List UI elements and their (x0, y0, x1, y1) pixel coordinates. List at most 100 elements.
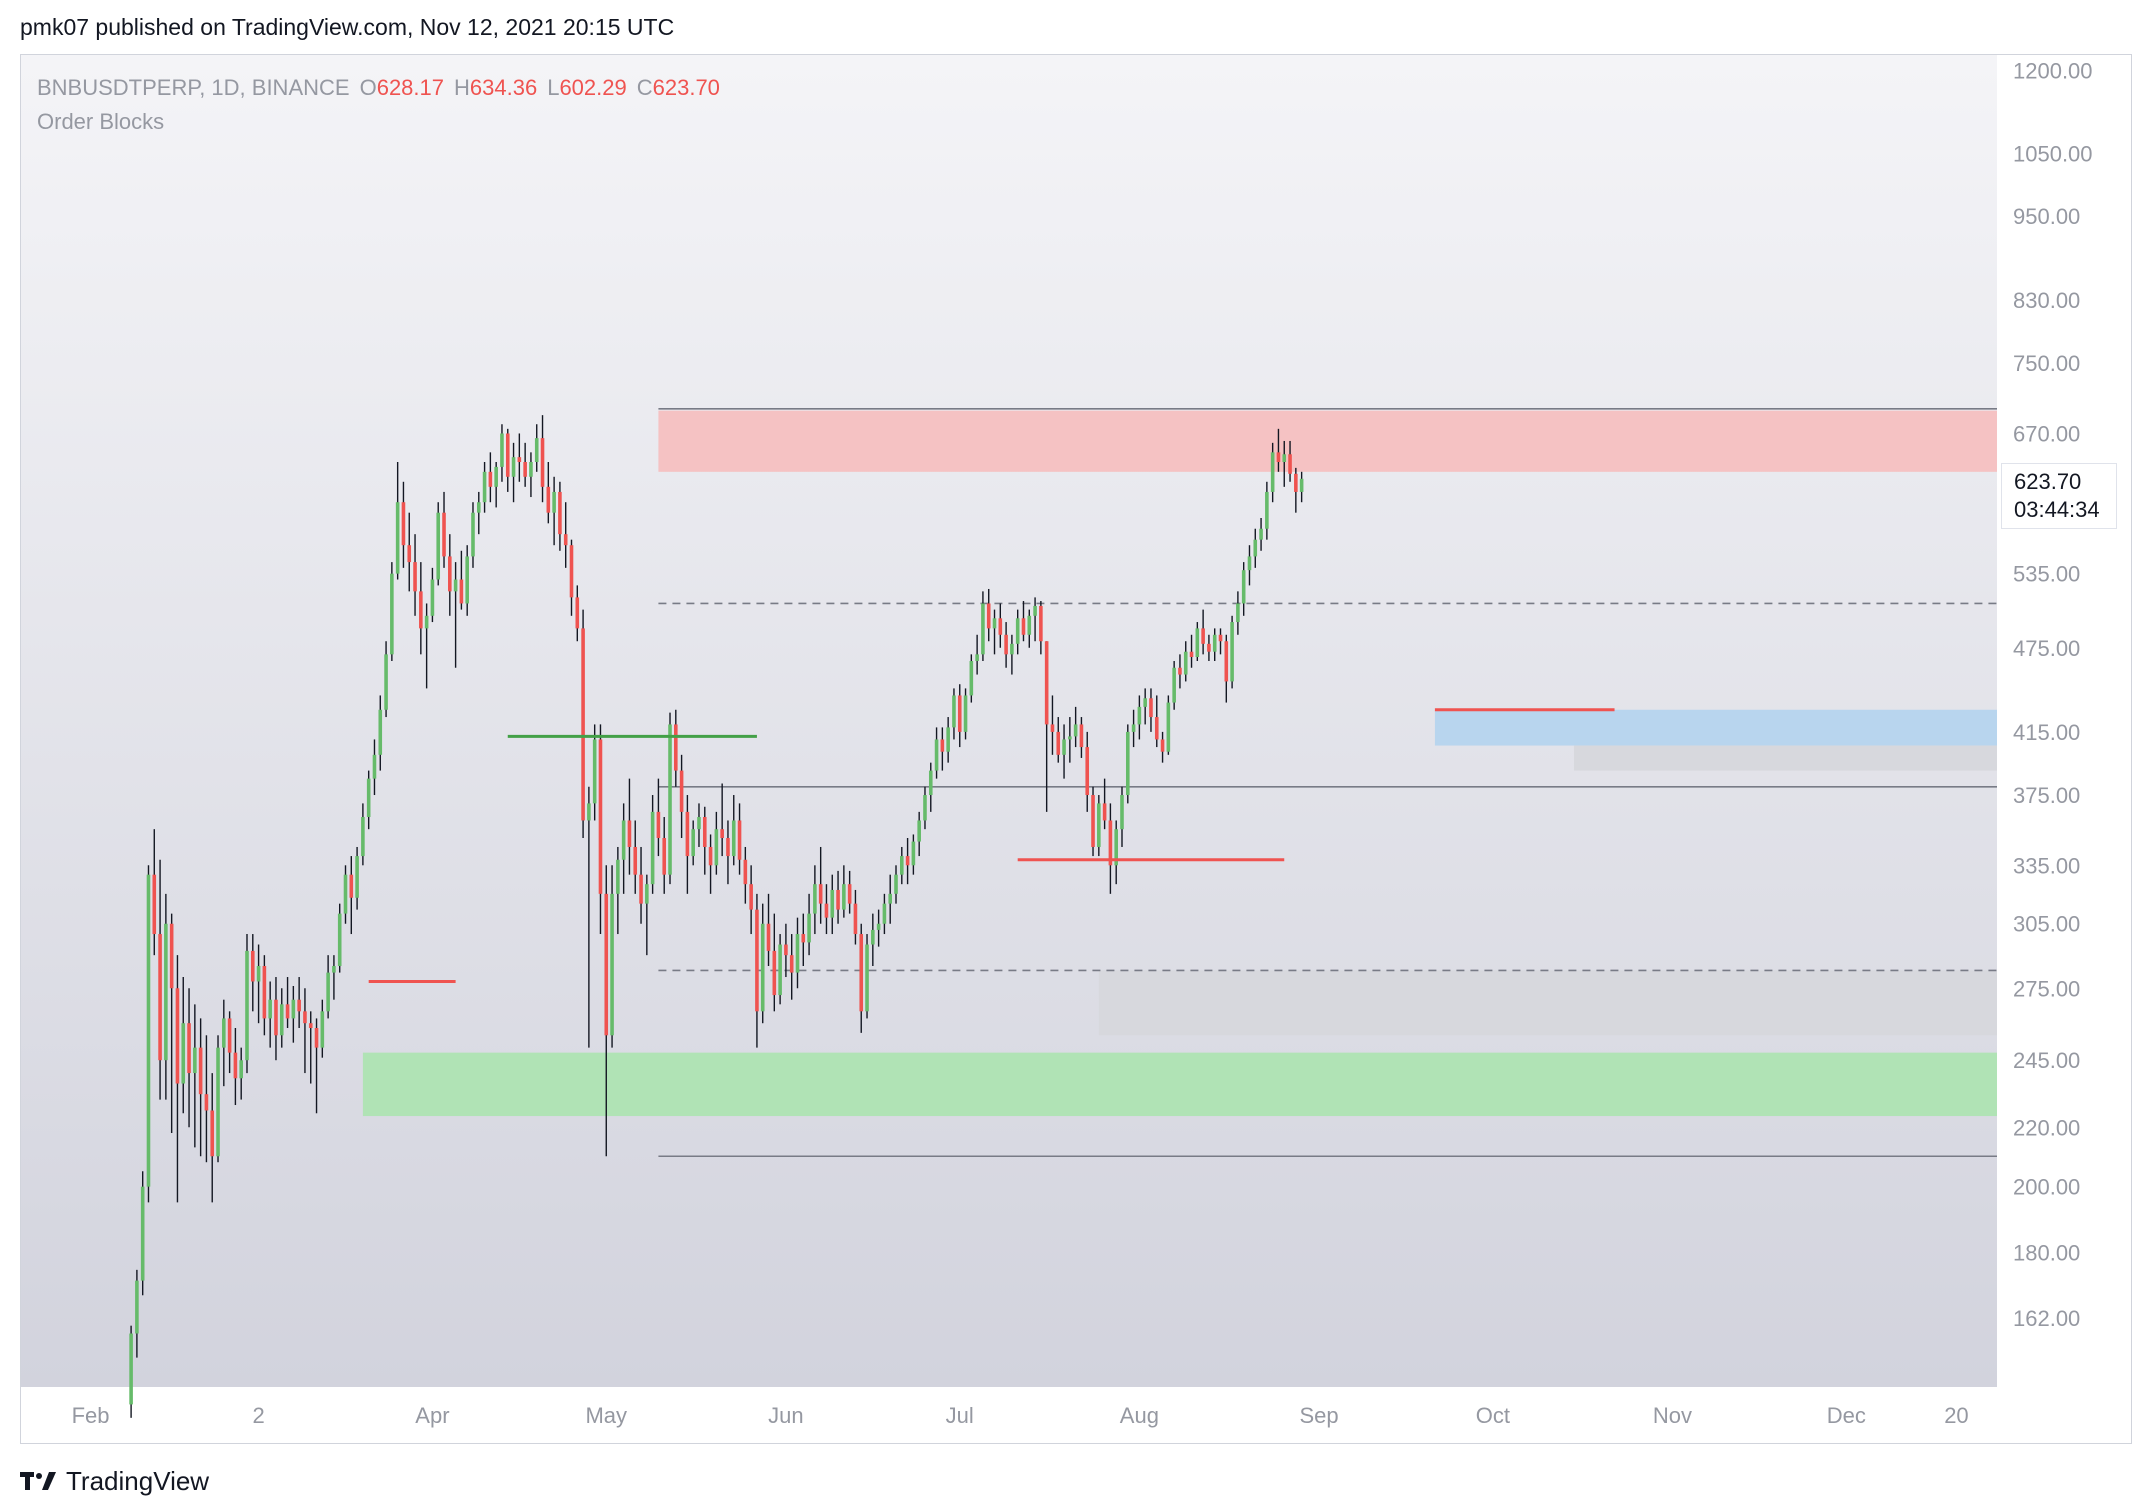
candle-body (853, 903, 858, 935)
candle (1021, 601, 1026, 642)
tradingview-logo-text[interactable]: TradingView (66, 1465, 210, 1496)
candle-body (697, 817, 701, 830)
price-tick-label: 670.00 (2013, 421, 2080, 446)
candle-body (314, 1028, 319, 1048)
candle-body (366, 778, 371, 818)
candle (314, 1018, 319, 1114)
candle-body (465, 556, 469, 604)
chart-legend: BNBUSDTPERP, 1D, BINANCE O628.17 H634.36 L6… (37, 71, 720, 139)
candle-body (320, 1011, 325, 1048)
candle (326, 955, 330, 1019)
candle (702, 806, 707, 875)
candle (946, 717, 950, 763)
candle (494, 462, 498, 508)
high-label: H (454, 75, 470, 100)
price-tick-label: 1200.00 (2013, 58, 2093, 83)
candle-body (934, 739, 939, 771)
candle-body (807, 913, 811, 943)
candle (882, 893, 887, 935)
candle (297, 977, 301, 1029)
candle-body (1050, 724, 1055, 732)
candle-body (789, 955, 794, 973)
last-price-value: 623.70 (2014, 469, 2082, 494)
gray-zone-upper[interactable] (1573, 745, 1997, 771)
candle-body (274, 999, 278, 1036)
candle-body (198, 1047, 203, 1095)
candle (534, 424, 539, 472)
candle-body (592, 739, 597, 804)
candle-body (1218, 634, 1223, 642)
candle (981, 591, 985, 662)
candle-body (766, 923, 771, 951)
candle (1265, 481, 1269, 540)
candle (465, 545, 469, 616)
blue-zone[interactable] (1434, 709, 1997, 746)
indicator-label[interactable]: Order Blocks (37, 109, 165, 134)
candle-body (1004, 634, 1008, 655)
candle (152, 829, 157, 956)
bullish-order-block[interactable] (362, 1052, 1997, 1117)
gray-zone-lower[interactable] (1098, 970, 1997, 1036)
chart-svg[interactable]: 1200.00 1050.00 950.00 830.00 750.00 670.00 53… (21, 55, 2132, 1444)
candle (349, 856, 354, 935)
time-axis[interactable]: Feb 2 Apr May Jun Jul Aug Sep Oct Nov Dec 20 (72, 1403, 1969, 1428)
time-tick-label: 20 (1944, 1403, 1968, 1428)
candle-body (453, 579, 458, 592)
candle (900, 846, 904, 885)
candle-body (152, 874, 157, 935)
candle-body (917, 820, 921, 842)
candle (1015, 609, 1020, 655)
price-tick-label: 220.00 (2013, 1115, 2080, 1140)
price-axis[interactable]: 1200.00 1050.00 950.00 830.00 750.00 670.00 53… (2013, 58, 2093, 1331)
candle-body (731, 820, 736, 857)
candle-body (604, 893, 609, 1036)
price-tick-label: 1050.00 (2013, 142, 2093, 167)
candle-body (1079, 724, 1084, 748)
tradingview-logo-icon[interactable] (20, 1470, 58, 1492)
candle (216, 1035, 220, 1163)
candle (204, 1035, 209, 1163)
candle-body (1102, 803, 1107, 821)
candle-body (1125, 731, 1130, 796)
candle-body (743, 859, 748, 885)
candle (674, 709, 678, 787)
candle (760, 903, 765, 1024)
symbol-label[interactable]: BNBUSDTPERP, 1D, BINANCE (37, 75, 350, 100)
candle-body (1154, 717, 1159, 740)
candle-body (1027, 615, 1032, 635)
candle-body (824, 903, 829, 918)
candle (1294, 467, 1298, 513)
candle-body (986, 603, 991, 629)
symbol-line: BNBUSDTPERP, 1D, BINANCE O628.17 H634.36 L6… (37, 71, 720, 105)
candle-body (905, 856, 910, 866)
candle (813, 865, 817, 935)
close-value: 623.70 (652, 75, 720, 100)
candle (853, 889, 858, 945)
candle (546, 462, 551, 524)
candle (992, 609, 997, 655)
chart-panel[interactable]: 1200.00 1050.00 950.00 830.00 750.00 670.00 53… (20, 54, 2132, 1444)
candle (975, 634, 979, 675)
bearish-order-block[interactable] (658, 410, 1997, 472)
candle (1282, 440, 1287, 487)
candle (778, 934, 782, 1005)
candle-body (1108, 820, 1113, 866)
candle (1224, 634, 1229, 703)
candle-body (384, 654, 388, 710)
price-tick-label: 200.00 (2013, 1175, 2080, 1200)
candle (650, 795, 655, 894)
candle-body (1212, 634, 1217, 652)
candle-body (193, 1047, 197, 1074)
candle (239, 1047, 243, 1100)
candle (1068, 717, 1072, 763)
candle (1079, 717, 1084, 758)
candle-body (558, 491, 562, 535)
candle (1183, 641, 1188, 682)
candle-body (674, 724, 678, 771)
time-tick-label: Aug (1120, 1403, 1159, 1428)
candle (685, 795, 690, 894)
candle-body (685, 811, 690, 857)
candle (1207, 634, 1211, 662)
candle (1004, 622, 1008, 668)
candle (245, 934, 249, 1074)
